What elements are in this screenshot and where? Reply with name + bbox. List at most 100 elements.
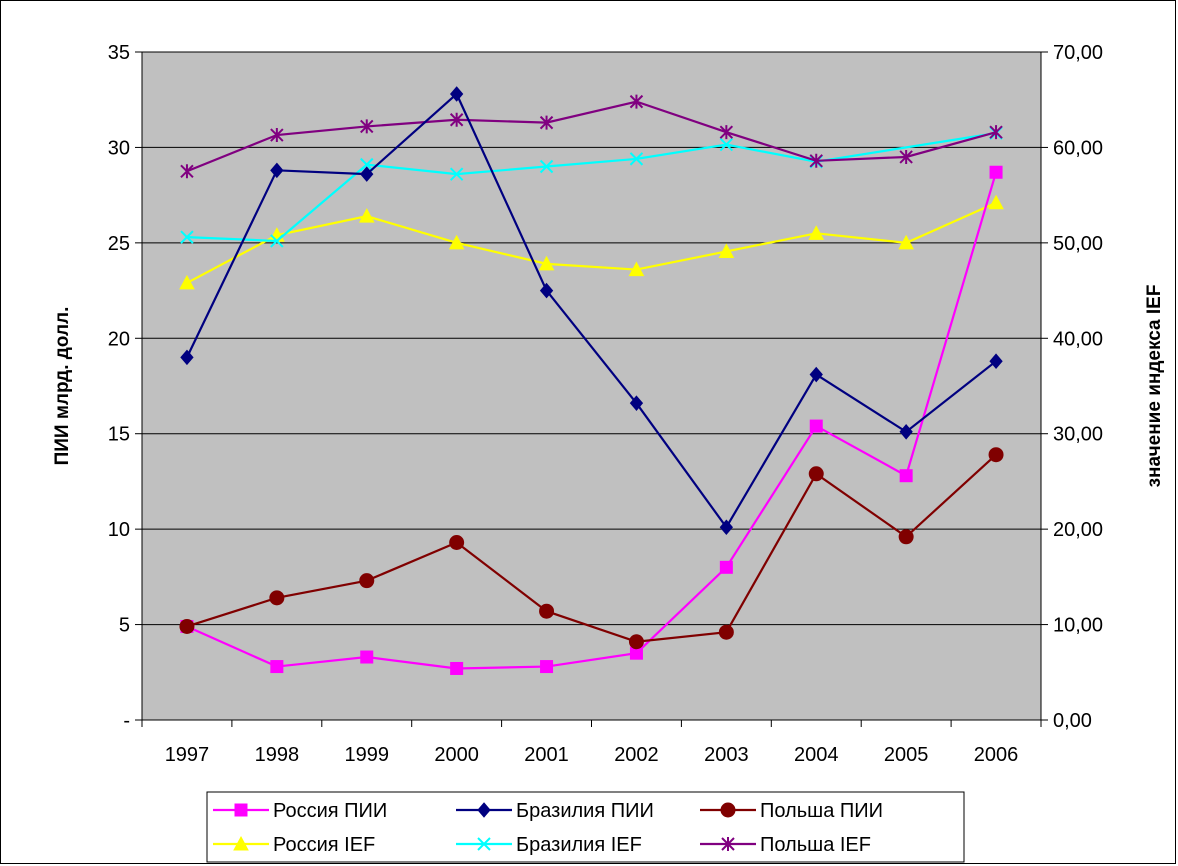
series-0-point: [360, 650, 374, 664]
series-5-point: [629, 94, 644, 109]
series-3-point: [538, 255, 555, 271]
series-4-point: [270, 234, 284, 248]
series-0-point: [719, 560, 733, 574]
x-tick-label: 1999: [345, 744, 390, 766]
series-5-point: [180, 164, 194, 179]
y-right-tick-label: 60,00: [1053, 137, 1103, 159]
series-0-point: [809, 419, 823, 433]
x-tick-label: 2005: [884, 744, 929, 766]
legend-item: Россия ПИИ: [213, 800, 387, 822]
y-left-tick-label: 15: [108, 424, 130, 446]
series-2: [179, 447, 1004, 650]
series-1: [180, 86, 1003, 536]
legend-swatch-marker: [720, 802, 736, 818]
series-3-point: [179, 274, 195, 290]
series-0-line: [186, 171, 998, 670]
y-left-tick-label: 25: [108, 233, 130, 255]
legend-label: Россия IEF: [273, 834, 375, 856]
series-4-point: [629, 152, 644, 166]
y-right-tick-label: 10,00: [1053, 615, 1103, 637]
series-2-point: [988, 447, 1004, 463]
series-0-point: [450, 661, 464, 675]
legend: Россия ПИИ Бразилия ПИИ Польша ПИИ Россия I…: [206, 791, 965, 863]
series-1-point: [449, 86, 464, 102]
series-5-point: [989, 125, 1003, 140]
axes: - 0,00 5 10,00 10 20,00 15 30,00 20 40,00 25 50,00 3…: [108, 42, 1103, 766]
legend-box: [206, 791, 965, 863]
series-2-point: [808, 466, 824, 482]
series-5-point: [719, 125, 734, 140]
series-5-point: [809, 153, 823, 168]
series-0-point: [989, 165, 1003, 179]
y-right-tick-label: 0,00: [1053, 710, 1092, 732]
series-2-point: [269, 590, 285, 606]
legend-label: Польша ПИИ: [760, 800, 883, 822]
series-2-point: [628, 634, 644, 650]
series-3-point: [898, 234, 914, 250]
series-2-line: [186, 453, 997, 643]
x-tick-label: 2003: [704, 744, 749, 766]
x-tick-label: 2001: [524, 744, 569, 766]
x-tick-label: 2004: [794, 744, 839, 766]
series-1-point: [809, 366, 823, 383]
series-2-point: [539, 603, 555, 619]
series-4-point: [360, 157, 374, 172]
y-left-tick-label: -: [123, 710, 130, 732]
y-right-tick-label: 20,00: [1053, 519, 1103, 541]
series-0: [180, 165, 1003, 675]
series-5-point: [270, 128, 284, 143]
series-4-point: [449, 167, 464, 181]
series-0-point: [270, 660, 284, 674]
series-5-point: [539, 115, 554, 130]
y-right-tick-label: 50,00: [1053, 233, 1103, 255]
series-3-line: [186, 201, 997, 284]
y-right-tick-label: 30,00: [1053, 424, 1103, 446]
legend-item: Россия IEF: [213, 834, 375, 856]
legend-item: Польша ПИИ: [700, 800, 883, 822]
series-3-point: [628, 261, 645, 277]
series-3-point: [718, 243, 735, 258]
y-left-tick-label: 35: [108, 42, 130, 64]
series-2-point: [898, 529, 914, 545]
series-2-point: [449, 535, 465, 551]
y-right-tick-label: 40,00: [1053, 328, 1103, 350]
x-tick-label: 1997: [165, 744, 210, 766]
y-left-tick-label: 30: [108, 137, 130, 159]
series-1-point: [539, 282, 554, 299]
series-1-point: [899, 424, 913, 440]
series-3: [179, 194, 1004, 290]
y-left-tick-label: 5: [119, 615, 130, 637]
series-5-point: [360, 119, 374, 134]
series-2-point: [359, 573, 375, 589]
series-3-point: [448, 234, 465, 250]
series-3-point: [808, 225, 825, 240]
y-left-tick-label: 20: [108, 328, 130, 350]
legend-item: Польша IEF: [700, 834, 871, 856]
legend-label: Россия ПИИ: [273, 800, 387, 822]
series-2-point: [718, 624, 734, 640]
x-tick-label: 2002: [614, 744, 659, 766]
legend-item: Бразилия ПИИ: [456, 800, 654, 822]
legend-label: Бразилия IEF: [516, 834, 642, 856]
series-4-point: [539, 159, 554, 174]
series-1-point: [180, 349, 194, 366]
series-0-point: [899, 469, 913, 483]
series-5-line: [186, 100, 997, 173]
y-axis-right-title: значение индекса IEF: [1144, 285, 1165, 488]
gridlines: [142, 51, 1041, 626]
legend-swatch-marker: [233, 835, 249, 851]
series-5-point: [449, 112, 464, 127]
legend-swatch-marker: [721, 837, 735, 851]
legend-label: Польша IEF: [760, 834, 871, 856]
x-tick-label: 1998: [255, 744, 300, 766]
legend-swatch-marker: [477, 837, 491, 851]
series-1-point: [360, 166, 374, 182]
series-3-point: [988, 194, 1004, 210]
series-5: [180, 94, 1003, 179]
series-0-point: [540, 660, 554, 674]
series-4-point: [180, 230, 194, 244]
x-tick-label: 2000: [434, 744, 479, 766]
series-4-point: [719, 137, 734, 152]
